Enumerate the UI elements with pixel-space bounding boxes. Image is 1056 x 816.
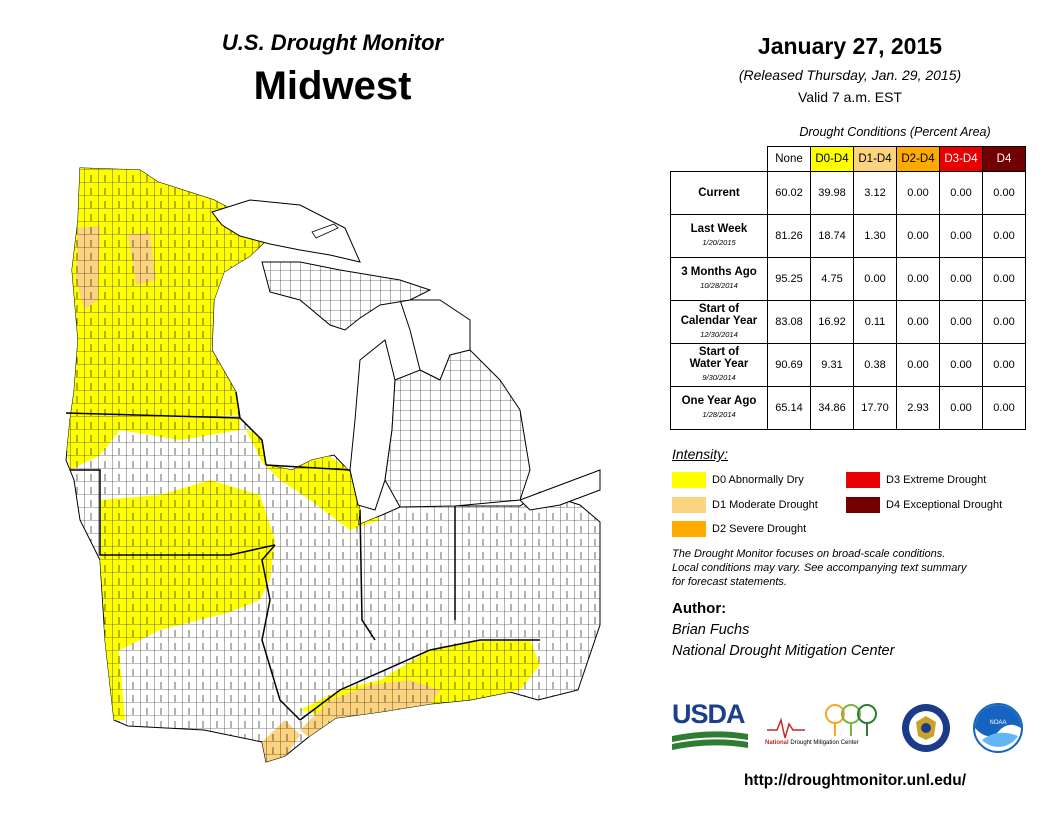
table-row: Start of Water Year 9/30/2014 90.69 9.31 … — [670, 343, 1026, 387]
table-cell: 81.26 — [767, 214, 811, 258]
col-header-d4: D4 — [982, 146, 1026, 172]
website-url[interactable]: http://droughtmonitor.unl.edu/ — [743, 772, 967, 789]
legend-swatch-d4 — [846, 497, 880, 513]
row-sublabel: 12/30/2014 — [700, 330, 738, 339]
monitor-title: U.S. Drought Monitor — [221, 30, 444, 55]
note-line: Local conditions may vary. See accompany… — [672, 562, 967, 574]
table-row: 3 Months Ago 10/28/2014 95.25 4.75 0.00 0… — [670, 257, 1026, 301]
legend-title: Intensity: — [672, 446, 729, 462]
table-cell: 83.08 — [767, 300, 811, 344]
col-header-d3-d4: D3-D4 — [939, 146, 983, 172]
legend-label-d2: D2 Severe Drought — [712, 523, 807, 535]
table-cell: 60.02 — [767, 171, 811, 215]
col-header-d0-d4: D0-D4 — [810, 146, 854, 172]
usda-logo: USDA — [672, 700, 752, 752]
table-cell: 0.00 — [939, 257, 983, 301]
legend-label-d4: D4 Exceptional Drought — [886, 499, 1003, 511]
table-cell: 0.11 — [853, 300, 897, 344]
table-cell: 65.14 — [767, 386, 811, 430]
row-label-start-calendar-year: Start of Calendar Year 12/30/2014 — [670, 300, 768, 344]
drought-map — [65, 167, 601, 763]
table-cell: 0.00 — [896, 214, 940, 258]
row-label-last-week: Last Week 1/20/2015 — [670, 214, 768, 258]
row-sublabel: 10/28/2014 — [700, 281, 738, 290]
row-sublabel: 1/28/2014 — [702, 410, 736, 419]
region-title: Midwest — [253, 64, 412, 108]
table-cell: 0.00 — [939, 386, 983, 430]
table-cell: 0.00 — [896, 300, 940, 344]
map-date: January 27, 2015 — [757, 33, 943, 59]
table-cell: 16.92 — [810, 300, 854, 344]
table-cell: 0.00 — [853, 257, 897, 301]
disclaimer-note: The Drought Monitor focuses on broad-sca… — [672, 547, 1022, 589]
drought-stats-table: None D0-D4 D1-D4 D2-D4 D3-D4 D4 Current … — [670, 146, 1026, 430]
table-cell: 1.30 — [853, 214, 897, 258]
legend-swatch-d1 — [672, 497, 706, 513]
table-cell: 0.00 — [982, 343, 1026, 387]
table-cell: 0.00 — [896, 171, 940, 215]
lake-michigan — [349, 339, 396, 511]
row-sublabel: 1/20/2015 — [702, 238, 736, 247]
table-cell: 2.93 — [896, 386, 940, 430]
noaa-logo: NOAA — [973, 703, 1023, 753]
table-cell: 39.98 — [810, 171, 854, 215]
table-cell: 0.00 — [939, 171, 983, 215]
lake-superior — [211, 199, 361, 263]
table-row: Current 60.02 39.98 3.12 0.00 0.00 0.00 — [670, 171, 1026, 215]
note-line: for forecast statements. — [672, 576, 787, 588]
table-corner — [671, 147, 768, 172]
table-cell: 17.70 — [853, 386, 897, 430]
legend-label-d3: D3 Extreme Drought — [886, 474, 987, 486]
table-caption: Drought Conditions (Percent Area) — [799, 125, 991, 139]
table-cell: 0.00 — [939, 214, 983, 258]
author-name: Brian Fuchs — [672, 622, 750, 638]
table-cell: 0.00 — [982, 214, 1026, 258]
table-cell: 0.00 — [939, 343, 983, 387]
table-cell: 95.25 — [767, 257, 811, 301]
legend-label-d0: D0 Abnormally Dry — [712, 474, 804, 486]
legend-swatch-d0 — [672, 472, 706, 488]
state-borders — [65, 391, 540, 721]
legend-label-d1: D1 Moderate Drought — [712, 499, 818, 511]
note-line: The Drought Monitor focuses on broad-sca… — [672, 548, 946, 560]
ndmc-trees-icon — [767, 704, 877, 739]
table-cell: 3.12 — [853, 171, 897, 215]
table-cell: 0.38 — [853, 343, 897, 387]
table-row: Last Week 1/20/2015 81.26 18.74 1.30 0.00… — [670, 214, 1026, 258]
author-heading: Author: — [672, 600, 727, 617]
author-org: National Drought Mitigation Center — [672, 643, 895, 659]
col-header-none: None — [767, 146, 811, 172]
table-cell: 4.75 — [810, 257, 854, 301]
table-row: One Year Ago 1/28/2014 65.14 34.86 17.70 … — [670, 386, 1026, 430]
author-block: Brian Fuchs National Drought Mitigation … — [672, 620, 894, 662]
col-header-d1-d4: D1-D4 — [853, 146, 897, 172]
row-label-current: Current — [670, 171, 768, 215]
table-cell: 0.00 — [982, 300, 1026, 344]
doc-seal-icon — [902, 704, 950, 752]
svg-text:NOAA: NOAA — [989, 720, 1006, 726]
lake-erie — [519, 469, 601, 511]
row-label-one-year-ago: One Year Ago 1/28/2014 — [670, 386, 768, 430]
ndmc-logo: National Drought Mitigation Center — [765, 700, 885, 755]
table-row: Start of Calendar Year 12/30/2014 83.08 1… — [670, 300, 1026, 344]
row-label-start-water-year: Start of Water Year 9/30/2014 — [670, 343, 768, 387]
table-cell: 34.86 — [810, 386, 854, 430]
table-cell: 9.31 — [810, 343, 854, 387]
row-sublabel: 9/30/2014 — [702, 373, 736, 382]
valid-time: Valid 7 a.m. EST — [797, 89, 902, 105]
table-cell: 0.00 — [896, 343, 940, 387]
col-header-d2-d4: D2-D4 — [896, 146, 940, 172]
table-cell: 90.69 — [767, 343, 811, 387]
legend-swatch-d3 — [846, 472, 880, 488]
table-cell: 0.00 — [982, 257, 1026, 301]
row-label-3-months-ago: 3 Months Ago 10/28/2014 — [670, 257, 768, 301]
legend-swatch-d2 — [672, 521, 706, 537]
release-date: (Released Thursday, Jan. 29, 2015) — [738, 67, 962, 83]
table-cell: 0.00 — [939, 300, 983, 344]
table-cell: 0.00 — [982, 171, 1026, 215]
table-cell: 0.00 — [896, 257, 940, 301]
table-cell: 18.74 — [810, 214, 854, 258]
isle-royale — [311, 223, 339, 239]
table-cell: 0.00 — [982, 386, 1026, 430]
